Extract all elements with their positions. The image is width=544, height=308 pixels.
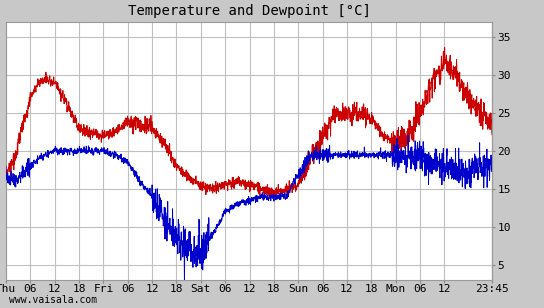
Text: www.vaisala.com: www.vaisala.com [9,295,97,305]
Text: Temperature and Dewpoint [°C]: Temperature and Dewpoint [°C] [127,4,370,18]
